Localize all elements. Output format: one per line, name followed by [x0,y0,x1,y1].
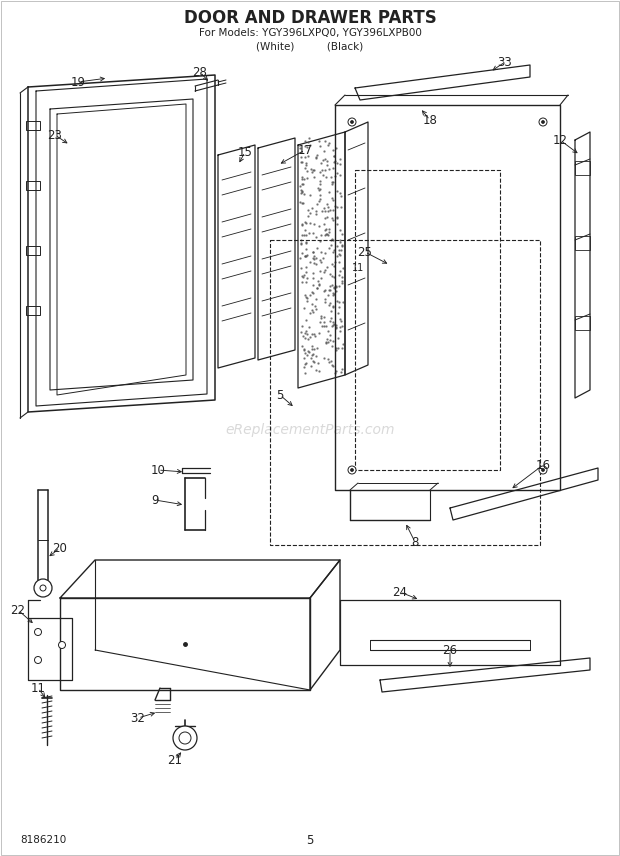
FancyBboxPatch shape [575,236,590,250]
Text: 12: 12 [552,134,567,146]
Circle shape [350,468,353,472]
Text: 19: 19 [71,75,86,88]
Circle shape [35,628,42,635]
Text: 11: 11 [30,681,45,694]
Text: 8: 8 [411,536,418,549]
Circle shape [58,641,66,649]
Circle shape [34,579,52,597]
Circle shape [350,121,353,123]
Text: For Models: YGY396LXPQ0, YGY396LXPB00: For Models: YGY396LXPQ0, YGY396LXPB00 [198,28,422,38]
Circle shape [40,585,46,591]
FancyBboxPatch shape [26,306,40,315]
Text: 18: 18 [423,114,438,127]
Text: 9: 9 [151,494,159,507]
Circle shape [35,657,42,663]
Text: 11: 11 [352,263,364,273]
Text: 33: 33 [498,56,512,68]
Text: 25: 25 [358,246,373,259]
FancyBboxPatch shape [26,181,40,190]
Circle shape [348,118,356,126]
Text: 26: 26 [443,644,458,657]
Text: 20: 20 [53,542,68,555]
FancyBboxPatch shape [575,161,590,175]
Circle shape [541,121,544,123]
Text: DOOR AND DRAWER PARTS: DOOR AND DRAWER PARTS [184,9,436,27]
Text: 28: 28 [193,66,208,79]
Text: 8186210: 8186210 [20,835,66,845]
Circle shape [348,466,356,474]
Text: 17: 17 [298,144,312,157]
Text: 23: 23 [48,128,63,141]
Circle shape [539,466,547,474]
Text: 24: 24 [392,586,407,598]
Text: 22: 22 [11,603,25,616]
FancyBboxPatch shape [26,246,40,255]
Text: eReplacementParts.com: eReplacementParts.com [225,423,395,437]
Text: 5: 5 [306,834,314,847]
Circle shape [539,118,547,126]
Text: 5: 5 [277,389,284,401]
Circle shape [173,726,197,750]
Text: 16: 16 [536,459,551,472]
FancyBboxPatch shape [26,121,40,130]
Text: 15: 15 [237,146,252,158]
Text: (White)          (Black): (White) (Black) [257,41,363,51]
Text: 10: 10 [151,463,166,477]
Circle shape [179,732,191,744]
Text: 21: 21 [167,753,182,766]
Text: 32: 32 [131,711,146,724]
Circle shape [541,468,544,472]
FancyBboxPatch shape [575,316,590,330]
